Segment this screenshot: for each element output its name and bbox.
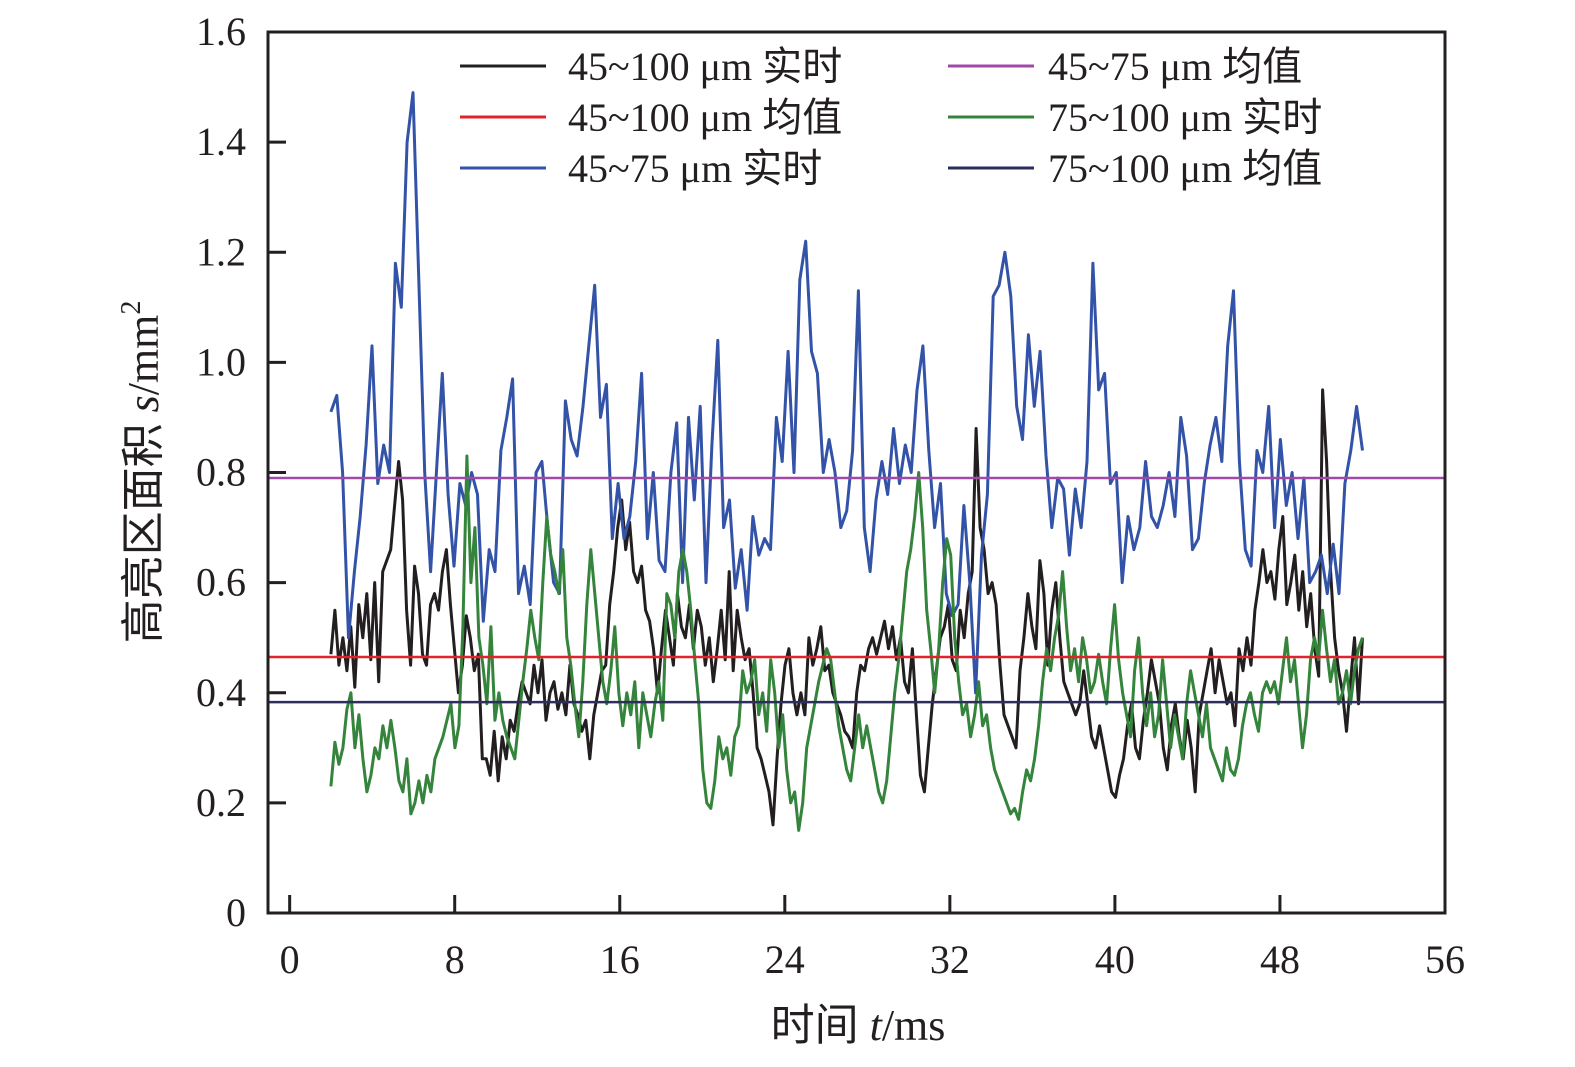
y-tick-label: 1.4 bbox=[196, 119, 246, 164]
legend-label: 75~100 μm 实时 bbox=[1048, 95, 1322, 140]
series-layer bbox=[268, 91, 1445, 832]
x-tick-label: 24 bbox=[765, 937, 805, 982]
x-tick-label: 40 bbox=[1095, 937, 1135, 982]
y-tick-label: 0.8 bbox=[196, 450, 246, 495]
y-axis-label: 高亮区面积 s/mm2 bbox=[116, 301, 168, 644]
x-tick-label: 16 bbox=[600, 937, 640, 982]
x-tick-label: 32 bbox=[930, 937, 970, 982]
x-tick-label: 48 bbox=[1260, 937, 1300, 982]
legend-label: 75~100 μm 均值 bbox=[1048, 146, 1322, 191]
legend-item: 75~100 μm 实时 bbox=[948, 95, 1322, 140]
ticks-layer: 0 8 16 24 32 40 48 56 0 0.2 0.4 0.6 0.8 1.0 1.2 1.4 1.6 bbox=[196, 9, 1465, 982]
legend-label: 45~100 μm 均值 bbox=[568, 95, 842, 140]
x-axis-label: 时间 t/ms bbox=[771, 1001, 946, 1050]
legend-label: 45~100 μm 实时 bbox=[568, 44, 842, 89]
series-line-3 bbox=[329, 91, 1364, 695]
legend-item: 75~100 μm 均值 bbox=[948, 146, 1322, 191]
y-tick-label: 1.6 bbox=[196, 9, 246, 54]
y-tick-label: 1.0 bbox=[196, 339, 246, 384]
legend-item: 45~100 μm 均值 bbox=[460, 95, 842, 140]
y-tick-label: 0.2 bbox=[196, 780, 246, 825]
series-line-5 bbox=[329, 454, 1364, 832]
x-tick-label: 0 bbox=[280, 937, 300, 982]
x-tick-label: 56 bbox=[1425, 937, 1465, 982]
y-tick-label: 1.2 bbox=[196, 229, 246, 274]
x-tick-label: 8 bbox=[445, 937, 465, 982]
series-line-1 bbox=[329, 388, 1364, 827]
legend-item: 45~75 μm 均值 bbox=[948, 44, 1302, 89]
y-tick-label: 0.6 bbox=[196, 560, 246, 605]
legend: 45~100 μm 实时 45~100 μm 均值 45~75 μm 实时 45~75… bbox=[460, 44, 1322, 191]
y-tick-label: 0 bbox=[226, 890, 246, 935]
legend-label: 45~75 μm 实时 bbox=[568, 146, 822, 191]
y-tick-label: 0.4 bbox=[196, 670, 246, 715]
legend-item: 45~75 μm 实时 bbox=[460, 146, 822, 191]
legend-label: 45~75 μm 均值 bbox=[1048, 44, 1302, 89]
legend-item: 45~100 μm 实时 bbox=[460, 44, 842, 89]
